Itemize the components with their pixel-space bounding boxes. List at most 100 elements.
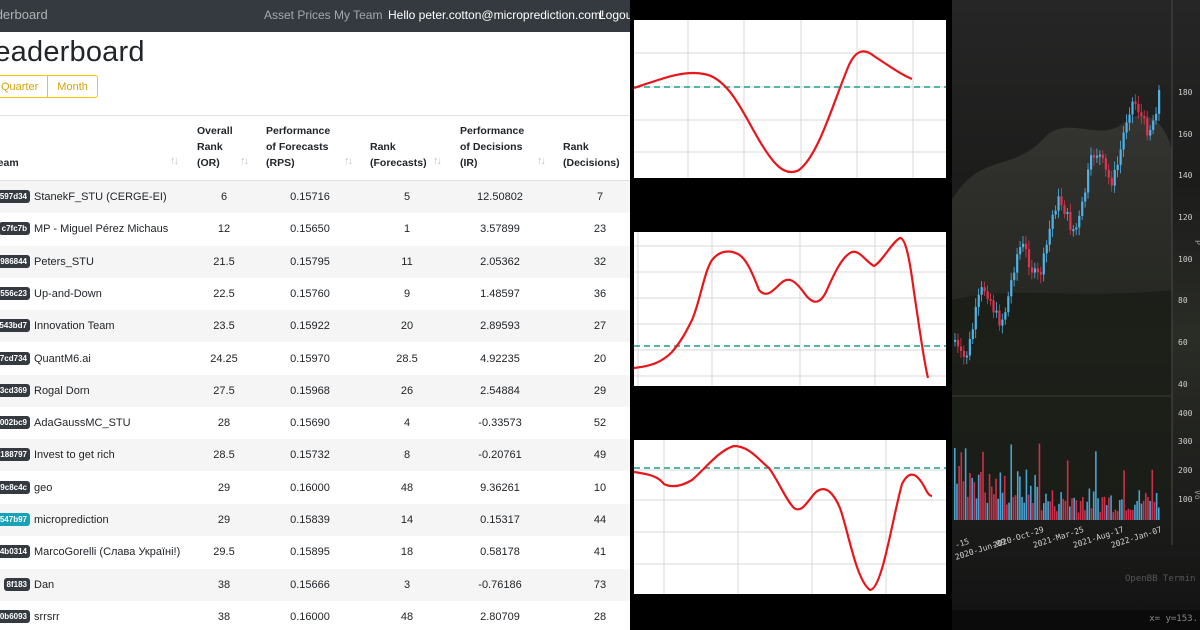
team-id-badge: 4b0314 bbox=[0, 545, 30, 559]
team-id-badge: 9c8c4c bbox=[0, 480, 30, 494]
table-row[interactable]: 002bc9 AdaGaussMC_STU 28 0.15690 4 -0.33573 52 bbox=[0, 407, 630, 439]
month-button[interactable]: Month bbox=[48, 75, 98, 98]
overall-rank: 24.25 bbox=[210, 352, 238, 365]
table-row[interactable]: 7cd734 QuantM6.ai 24.25 0.15970 28.5 4.92235 2… bbox=[0, 343, 630, 375]
sort-icon[interactable]: ↑↓ bbox=[344, 155, 353, 167]
candle bbox=[986, 291, 989, 299]
overall-rank: 29 bbox=[217, 514, 231, 526]
volume-tick: 200 bbox=[1178, 466, 1193, 475]
candle bbox=[1010, 280, 1013, 297]
team-name: MP - Miguel Pérez Michaus bbox=[34, 223, 169, 236]
volume-series bbox=[954, 443, 1160, 520]
logout-link[interactable]: Logout bbox=[599, 8, 630, 22]
table-row[interactable]: 9c8c4c geo 29 0.16000 48 9.36261 10 bbox=[0, 472, 630, 504]
candle bbox=[968, 339, 971, 356]
team-name: StanekF_STU (CERGE-EI) bbox=[34, 191, 167, 203]
volume-bar bbox=[956, 483, 958, 520]
volume-bar bbox=[1101, 497, 1104, 520]
table-row[interactable]: 0b6093 srrsrr 38 0.16000 48 2.80709 28 bbox=[0, 601, 630, 630]
y-tick: 180 bbox=[1178, 88, 1193, 97]
candle bbox=[1019, 247, 1022, 255]
volume-bar bbox=[1138, 490, 1141, 520]
candle bbox=[959, 346, 963, 351]
volume-bar bbox=[997, 498, 1000, 520]
volume-bar bbox=[1084, 510, 1086, 520]
candle bbox=[980, 287, 983, 295]
rank-decisions: 36 bbox=[593, 287, 607, 300]
page-title: Leaderboard bbox=[0, 36, 145, 68]
candle bbox=[1022, 243, 1025, 248]
column-header-rps[interactable]: Performance of Forecasts (RPS) bbox=[266, 125, 331, 169]
ir-value: 0.15317 bbox=[480, 514, 520, 526]
nav-link-my-team[interactable]: My Team bbox=[334, 8, 383, 22]
candle bbox=[1054, 210, 1057, 215]
rps-value: 0.15690 bbox=[290, 417, 330, 430]
overall-rank: 6 bbox=[220, 191, 228, 203]
sort-icon[interactable]: ↑↓ bbox=[537, 155, 546, 167]
rank-decisions: 73 bbox=[593, 578, 607, 591]
table-row[interactable]: 543bd7 Innovation Team 23.5 0.15922 20 2.8959… bbox=[0, 310, 630, 343]
volume-bar bbox=[1158, 507, 1160, 520]
rank-forecasts: 28.5 bbox=[396, 352, 418, 365]
team-name: Invest to get rich bbox=[34, 449, 115, 462]
rps-value: 0.15922 bbox=[290, 320, 330, 333]
table-row[interactable]: 188797 Invest to get rich 28.5 0.15732 8 -0.2… bbox=[0, 439, 630, 472]
price-chart-panel: 180 160 140 120 100 80 60 40 400 300 200… bbox=[952, 0, 1200, 610]
candle bbox=[974, 306, 977, 330]
volume-bar bbox=[990, 486, 993, 520]
overall-rank: 28 bbox=[217, 417, 231, 430]
column-header-rank-forecasts[interactable]: Rank (Forecasts) bbox=[370, 141, 427, 169]
candle bbox=[1128, 114, 1131, 123]
rank-forecasts: 48 bbox=[400, 481, 414, 494]
overall-rank: 12 bbox=[217, 223, 231, 236]
table-row[interactable]: c7fc7b MP - Miguel Pérez Michaus 12 0.15650… bbox=[0, 213, 630, 245]
volume-bar bbox=[962, 481, 965, 520]
column-header-rank-decisions[interactable]: Rank (Decisions) bbox=[563, 141, 620, 169]
watermark: OpenBB Termin bbox=[1125, 574, 1196, 584]
price-chart: 180 160 140 120 100 80 60 40 400 300 200… bbox=[952, 0, 1200, 610]
table-row[interactable]: 8f183 Dan 38 0.15666 3 -0.76186 73 bbox=[0, 568, 630, 601]
x-tick: -15 bbox=[954, 537, 971, 550]
period-button-group: Quarter Month bbox=[0, 75, 98, 99]
volume-bar bbox=[1027, 494, 1030, 520]
rank-forecasts: 26 bbox=[400, 384, 414, 397]
rps-value: 0.15795 bbox=[290, 255, 330, 268]
table-row[interactable]: 597d34 StanekF_STU (CERGE-EI) 6 0.15716 5 12.… bbox=[0, 181, 630, 213]
rank-forecasts: 4 bbox=[403, 417, 411, 430]
volume-tick: 100 bbox=[1178, 495, 1193, 504]
volume-bar bbox=[1051, 490, 1054, 520]
column-header-team[interactable]: Team bbox=[0, 157, 19, 169]
candle bbox=[1084, 192, 1087, 202]
volume-bar bbox=[954, 448, 956, 520]
volume-bar bbox=[1149, 500, 1151, 520]
team-id-badge: c7fc7b bbox=[0, 222, 30, 236]
ir-value: 2.89593 bbox=[480, 320, 520, 333]
ir-value: -0.20761 bbox=[478, 449, 522, 462]
table-row[interactable]: 3cd369 Rogal Dorn 27.5 0.15968 26 2.54884 29 bbox=[0, 374, 630, 407]
volume-bar bbox=[1088, 488, 1091, 520]
table-row[interactable]: 547b97 microprediction 29 0.15839 14 0.15317 4… bbox=[0, 504, 630, 536]
volume-bar bbox=[1056, 511, 1058, 520]
quarter-button[interactable]: Quarter bbox=[0, 75, 49, 98]
nav-link-asset-prices[interactable]: Asset Prices bbox=[264, 8, 331, 22]
volume-bar bbox=[1062, 498, 1065, 520]
team-name: Innovation Team bbox=[34, 320, 115, 333]
overall-rank: 38 bbox=[217, 610, 231, 623]
rps-value: 0.15839 bbox=[290, 514, 330, 526]
rank-decisions: 41 bbox=[593, 546, 607, 559]
coordinate-readout: x= y=153. bbox=[1149, 614, 1198, 624]
curve-panel bbox=[634, 20, 946, 178]
table-row[interactable]: 556c23 Up-and-Down 22.5 0.15760 9 1.48597 36 bbox=[0, 278, 630, 310]
candle bbox=[1137, 103, 1140, 113]
sort-icon[interactable]: ↑↓ bbox=[240, 155, 249, 167]
volume-bar bbox=[1047, 501, 1049, 520]
column-header-overall-rank[interactable]: Overall Rank (OR) bbox=[197, 125, 233, 169]
navbar-brand[interactable]: Leaderboard bbox=[0, 7, 48, 22]
sort-icon[interactable]: ↑↓ bbox=[170, 155, 179, 167]
curve-panel bbox=[634, 440, 946, 594]
table-row[interactable]: 986844 Peters_STU 21.5 0.15795 11 2.05362 32 bbox=[0, 245, 630, 278]
volume-bar bbox=[1029, 485, 1032, 520]
sort-icon[interactable]: ↑↓ bbox=[433, 155, 442, 167]
table-row[interactable]: 4b0314 MarcoGorelli (Слава Україні!) 29.5 0… bbox=[0, 536, 630, 568]
column-header-ir[interactable]: Performance of Decisions (IR) bbox=[460, 125, 525, 169]
